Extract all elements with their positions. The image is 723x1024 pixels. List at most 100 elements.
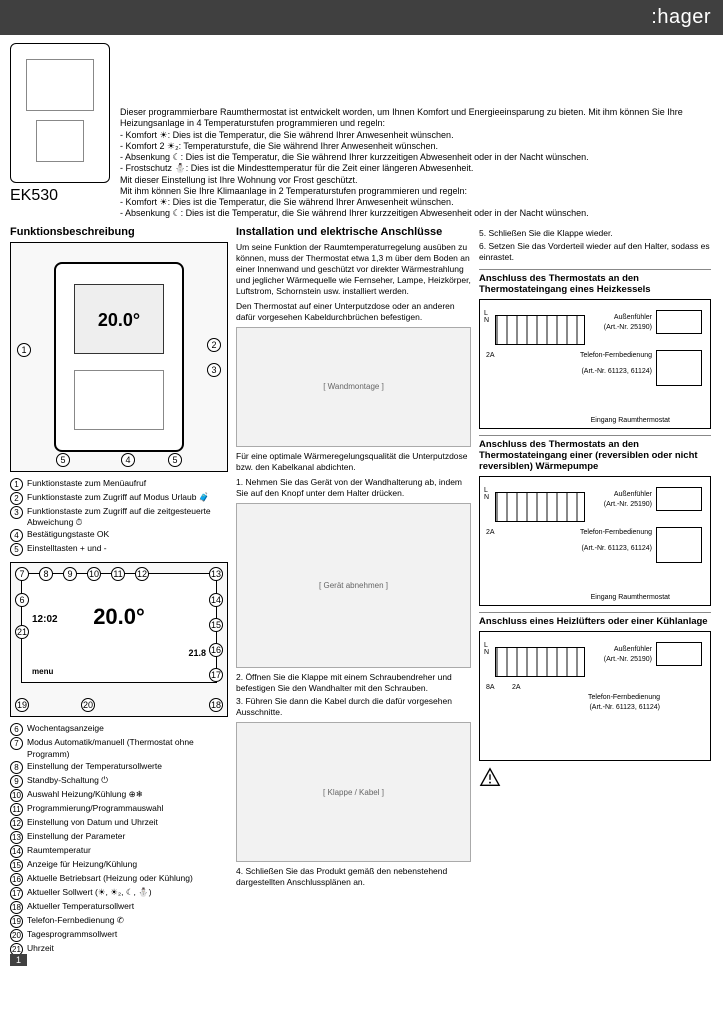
legend-item: 3 Funktionstaste zum Zugriff auf die zeit… (10, 506, 228, 529)
mounting-diagram-3: [ Klappe / Kabel ] (236, 722, 471, 862)
legend-number: 3 (10, 506, 23, 519)
callout-17: 17 (209, 668, 223, 682)
legend-text: Telefon-Fernbedienung ✆ (27, 915, 124, 928)
legend-text: Auswahl Heizung/Kühlung ⊕❄ (27, 789, 143, 802)
label-aussenfuehler-3: Außenfühler (614, 646, 652, 653)
intro-p1: Dieser programmierbare Raumthermostat is… (120, 107, 713, 130)
install-p2: Den Thermostat auf einer Unterputzdose o… (236, 301, 471, 323)
callout-5b: 5 (168, 453, 182, 467)
callout-13: 13 (209, 567, 223, 581)
callout-5a: 5 (56, 453, 70, 467)
install-step6: 6. Setzen Sie das Vorderteil wieder auf … (479, 241, 711, 263)
warning-icon (479, 767, 501, 789)
legend-item: 8Einstellung der Temperatursollwerte (10, 761, 228, 774)
label-aussenfuehler-ref-2: (Art.-Nr. 25190) (604, 501, 652, 508)
legend-text: Raumtemperatur (27, 845, 91, 858)
lcd-time: 12:02 (32, 614, 58, 625)
brand-label: :hager (651, 6, 711, 28)
legend-number: 12 (10, 817, 23, 830)
legend-text: Funktionstaste zum Zugriff auf Modus Url… (27, 492, 209, 505)
legend-text: Einstellung der Parameter (27, 831, 125, 844)
lcd-temp: 20.0° (93, 604, 145, 629)
legend-item: 7 Modus Automatik/manuell (Thermostat ohn… (10, 737, 228, 760)
label-telefon-ref-2: (Art.-Nr. 61123, 61124) (581, 545, 652, 552)
legend-item: 15Anzeige für Heizung/Kühlung (10, 859, 228, 872)
legend-text: Aktueller Temperatursollwert (27, 901, 134, 914)
legend-number: 13 (10, 831, 23, 844)
lcd-diagram: 20.0° 12:02 21.8 menu 7 8 9 10 11 12 13 … (10, 562, 228, 717)
legend-item: 11Programmierung/Programmauswahl (10, 803, 228, 816)
legend-number: 14 (10, 845, 23, 858)
install-step5: 5. Schließen Sie die Klappe wieder. (479, 228, 711, 239)
label-aussenfuehler-ref: (Art.-Nr. 25190) (604, 324, 652, 331)
legend-item: 19 Telefon-Fernbedienung ✆ (10, 915, 228, 928)
callout-18: 18 (209, 698, 223, 712)
thermostat-screen-temp: 20.0° (74, 284, 164, 354)
callout-20: 20 (81, 698, 95, 712)
intro-block: Dieser programmierbare Raumthermostat is… (120, 103, 713, 220)
install-title: Installation und elektrische Anschlüsse (236, 226, 471, 238)
label-eingang: Eingang Raumthermostat (591, 417, 670, 424)
wiring-title-2: Anschluss des Thermostats an den Thermos… (479, 435, 711, 472)
install-step3: 3. Führen Sie dann die Kabel durch die d… (236, 696, 471, 718)
legend-item: 13 Einstellung der Parameter (10, 831, 228, 844)
wiring-title-1: Anschluss des Thermostats an den Thermos… (479, 269, 711, 295)
intro-li2: - Komfort 2 ☀₂: Temperaturstufe, die Sie… (120, 141, 713, 152)
legend-item: 21Uhrzeit (10, 943, 228, 956)
legend-text: Bestätigungstaste OK (27, 529, 109, 542)
legend-text: Uhrzeit (27, 943, 54, 956)
product-name: EK530 (10, 187, 110, 205)
install-step4: 4. Schließen Sie das Produkt gemäß den n… (236, 866, 471, 888)
legend-number: 2 (10, 492, 23, 505)
legend-text: Modus Automatik/manuell (Thermostat ohne… (27, 737, 228, 760)
legend-number: 19 (10, 915, 23, 928)
callout-19: 19 (15, 698, 29, 712)
wiring-diagram-3: LN Außenfühler (Art.-Nr. 25190) Telefon-… (479, 631, 711, 761)
wiring-diagram-1: LN Außenfühler (Art.-Nr. 25190) Telefon-… (479, 299, 711, 429)
intro-li6: - Absenkung ☾: Dies ist die Temperatur, … (120, 208, 713, 219)
legend-text: Einstelltasten + und - (27, 543, 107, 556)
brand-header: :hager (0, 0, 723, 35)
label-eingang-2: Eingang Raumthermostat (591, 594, 670, 601)
legend-item: 4 Bestätigungstaste OK (10, 529, 228, 542)
legend-number: 8 (10, 761, 23, 774)
column-mid: Installation und elektrische Anschlüsse … (236, 226, 471, 963)
legend-text: Aktuelle Betriebsart (Heizung oder Kühlu… (27, 873, 193, 886)
install-p3: Für eine optimale Wärmeregelungsqualität… (236, 451, 471, 473)
legend-number: 17 (10, 887, 23, 900)
legend-number: 7 (10, 737, 23, 750)
callout-2: 2 (207, 338, 221, 352)
callout-16: 16 (209, 643, 223, 657)
legend-number: 1 (10, 478, 23, 491)
callout-1: 1 (17, 343, 31, 357)
legend-item: 12Einstellung von Datum und Uhrzeit (10, 817, 228, 830)
intro-p3: Mit ihm können Sie Ihre Klimaanlage in 2… (120, 186, 713, 197)
lcd-menu-label: menu (32, 667, 53, 676)
callout-14: 14 (209, 593, 223, 607)
label-aussenfuehler-ref-3: (Art.-Nr. 25190) (604, 656, 652, 663)
legend-item: 6Wochentagsanzeige (10, 723, 228, 736)
legend-number: 15 (10, 859, 23, 872)
label-telefon-ref-3: (Art.-Nr. 61123, 61124) (589, 704, 660, 711)
callout-3: 3 (207, 363, 221, 377)
legend-text: Tagesprogrammsollwert (27, 929, 117, 942)
legend-text: Funktionstaste zum Zugriff auf die zeitg… (27, 506, 228, 529)
legend-item: 14 Raumtemperatur (10, 845, 228, 858)
legend-item: 1 Funktionstaste zum Menüaufruf (10, 478, 228, 491)
legend-item: 5Einstelltasten + und - (10, 543, 228, 556)
legend-text: Funktionstaste zum Menüaufruf (27, 478, 146, 491)
install-p1: Um seine Funktion der Raumtemperaturrege… (236, 242, 471, 297)
legend-item: 18Aktueller Temperatursollwert (10, 901, 228, 914)
label-2a-3: 2A (512, 684, 521, 691)
legend-item: 17Aktueller Sollwert (☀, ☀₂, ☾, ⛄) (10, 887, 228, 900)
mounting-diagram-2: [ Gerät abnehmen ] (236, 503, 471, 668)
label-telefon: Telefon-Fernbedienung (580, 352, 652, 359)
legend-number: 4 (10, 529, 23, 542)
legend-item: 9Standby-Schaltung ⏻ (10, 775, 228, 788)
thermostat-buttons-area (74, 370, 164, 430)
mounting-diagram-1: [ Wandmontage ] (236, 327, 471, 447)
page-number: 1 (10, 954, 27, 966)
legend-number: 9 (10, 775, 23, 788)
legend-number: 20 (10, 929, 23, 942)
warning-box (479, 767, 711, 789)
